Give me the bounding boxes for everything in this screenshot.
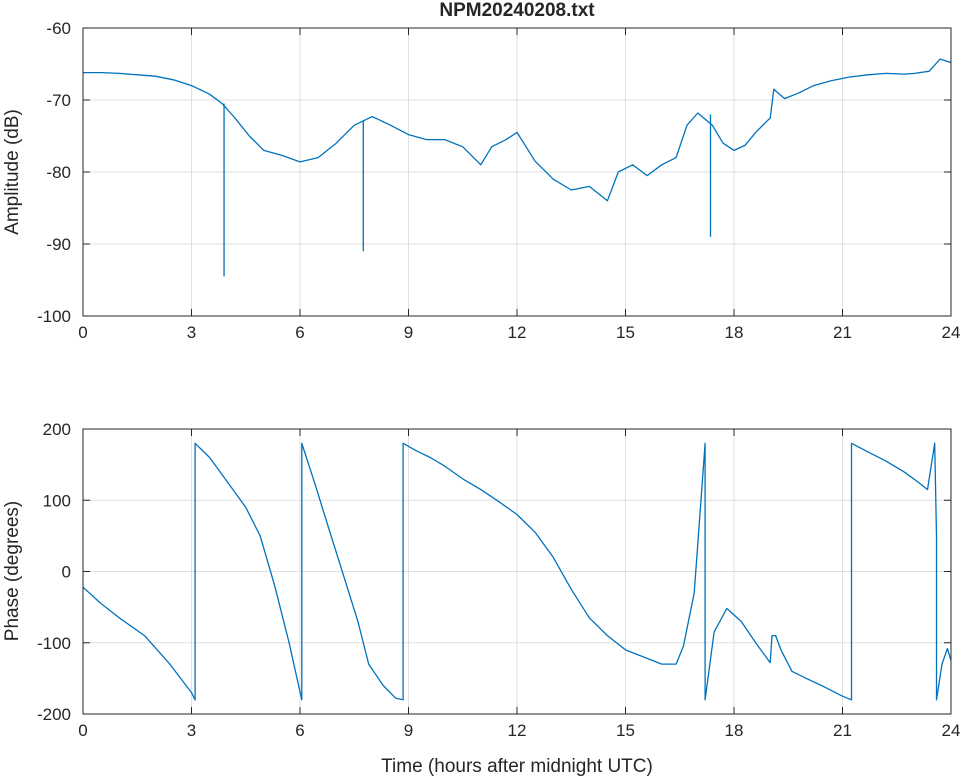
phase-xtick-label: 12	[508, 721, 527, 740]
amplitude-xtick-label: 12	[508, 323, 527, 342]
amplitude-ytick-label: -90	[46, 235, 71, 254]
amplitude-xtick-label: 6	[295, 323, 304, 342]
amplitude-xtick-label: 3	[187, 323, 196, 342]
phase-ytick-label: -100	[37, 634, 71, 653]
amplitude-ytick-label: -60	[46, 19, 71, 38]
amplitude-xtick-label: 15	[616, 323, 635, 342]
phase-xtick-label: 24	[942, 721, 961, 740]
amplitude-xtick-label: 21	[833, 323, 852, 342]
phase-ytick-label: -200	[37, 705, 71, 724]
phase-xtick-label: 18	[725, 721, 744, 740]
phase-ytick-label: 200	[43, 420, 71, 439]
phase-xtick-label: 21	[833, 721, 852, 740]
amplitude-grid	[83, 28, 951, 316]
phase-xtick-label: 15	[616, 721, 635, 740]
phase-series-line	[82, 442, 952, 701]
phase-grid	[83, 429, 951, 714]
phase-series	[82, 442, 952, 701]
phase-ylabel: Phase (degrees)	[2, 501, 23, 641]
amplitude-ylabel: Amplitude (dB)	[2, 109, 23, 235]
amplitude-xtick-label: 24	[942, 323, 961, 342]
phase-xtick-label: 6	[295, 721, 304, 740]
amplitude-ytick-label: -80	[46, 163, 71, 182]
phase-xtick-label: 0	[78, 721, 87, 740]
phase-ytick-label: 0	[62, 563, 71, 582]
phase-ticks: 0 3 6 9 12 15 18 21 24 200 100 0 -100 -200	[37, 420, 960, 740]
phase-ytick-label: 100	[43, 491, 71, 510]
amplitude-xtick-label: 18	[725, 323, 744, 342]
amplitude-xtick-label: 9	[404, 323, 413, 342]
amplitude-series-line	[83, 58, 952, 202]
phase-panel: 0 3 6 9 12 15 18 21 24 200 100 0 -100 -200 Phase (deg…	[2, 420, 960, 777]
amplitude-ytick-label: -70	[46, 91, 71, 110]
amplitude-ytick-label: -100	[37, 307, 71, 326]
phase-xlabel: Time (hours after midnight UTC)	[381, 756, 653, 777]
phase-xtick-label: 3	[187, 721, 196, 740]
chart-title: NPM20240208.txt	[439, 0, 595, 21]
amplitude-ticks: 0 3 6 9 12 15 18 21 24 -60 -70 -80 -90 -100	[37, 19, 960, 342]
phase-xtick-label: 9	[404, 721, 413, 740]
amplitude-xtick-label: 0	[78, 323, 87, 342]
amplitude-panel: NPM20240208.txt 0 3 6 9 12 15 18 21 24 -60 -70 -80 -…	[2, 0, 960, 342]
amplitude-series	[83, 58, 952, 277]
